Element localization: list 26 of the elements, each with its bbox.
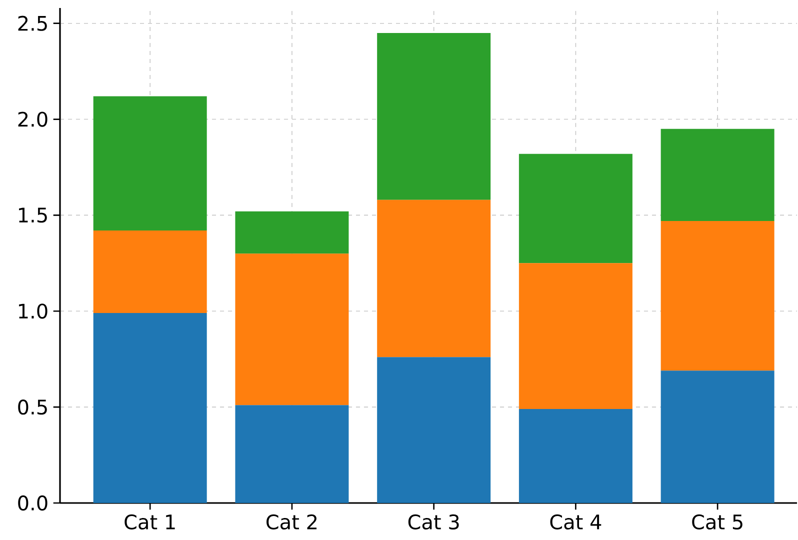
bar [93,230,207,314]
bar [660,128,774,221]
x-tick-label: Cat 5 [692,514,742,530]
bar [235,211,349,254]
bar [377,32,491,200]
bar [377,357,491,503]
y-tick-label: 1.0 [19,304,48,319]
y-tick-label: 2.5 [18,16,47,31]
x-tick-label: Cat 1 [124,514,175,530]
bar [660,370,774,503]
x-tick-label: Cat 2 [266,514,317,530]
bar [518,408,632,503]
bar [235,405,349,503]
bar [518,263,632,409]
bar [377,200,491,358]
bar [518,154,632,264]
bar [235,254,349,406]
x-tick-label: Cat 3 [408,514,459,530]
y-tick-label: 0.5 [18,400,47,415]
y-tick-label: 1.5 [19,208,47,223]
y-tick-label: 2.0 [18,112,48,127]
bar [93,96,207,231]
y-tick-label: 0.0 [18,495,48,511]
bar [660,220,774,371]
x-tick-label: Cat 4 [550,514,602,530]
bar [93,313,207,503]
